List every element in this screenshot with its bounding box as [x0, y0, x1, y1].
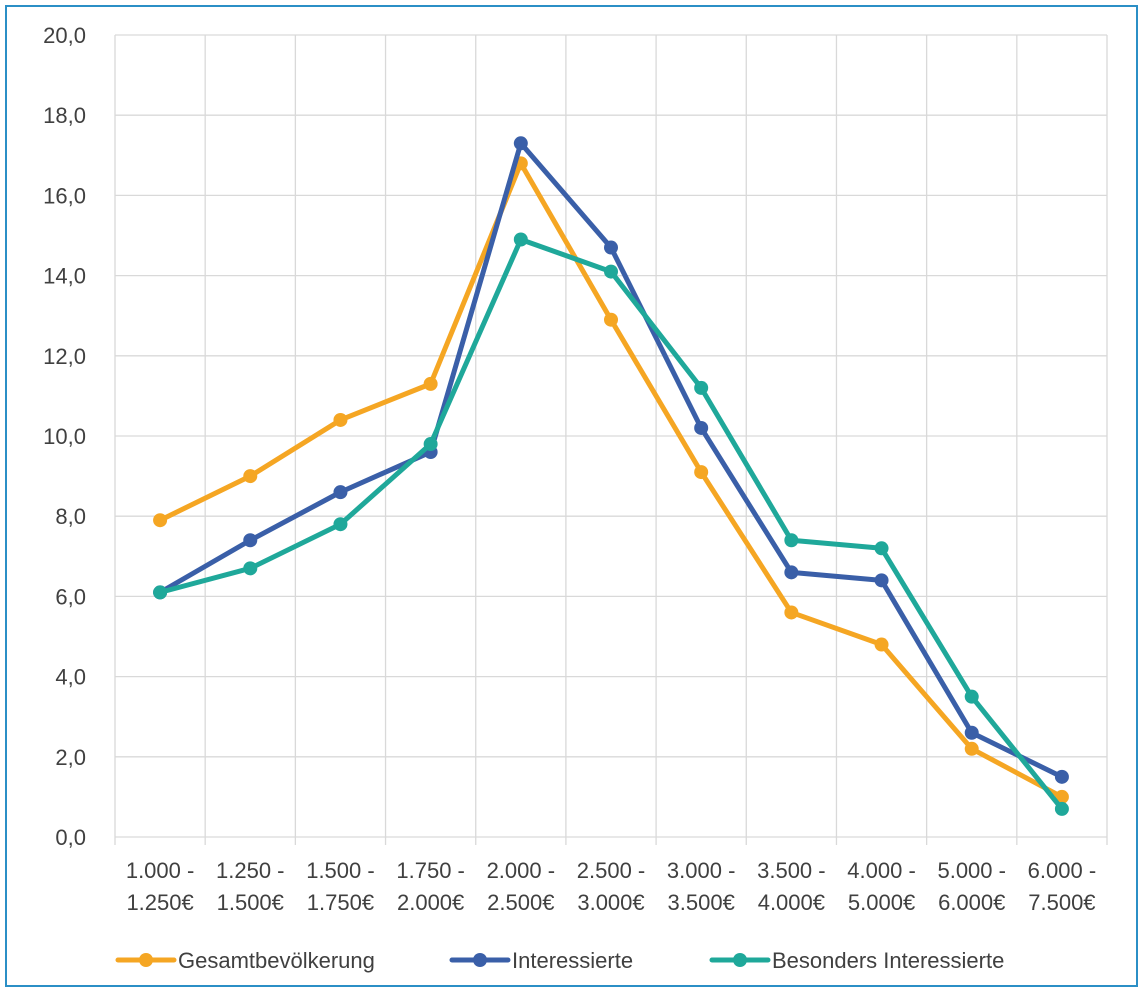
- data-point: [874, 541, 889, 556]
- data-point: [874, 573, 889, 588]
- x-tick-label: 3.000 -3.500€: [667, 858, 736, 915]
- data-point: [694, 380, 709, 395]
- x-tick-label: 4.000 -5.000€: [847, 858, 916, 915]
- grid-layer: [114, 34, 1108, 838]
- data-point: [243, 533, 258, 548]
- data-point: [1054, 769, 1069, 784]
- data-point: [964, 741, 979, 756]
- data-point: [243, 561, 258, 576]
- series-1: [153, 136, 1069, 784]
- data-point: [513, 136, 528, 151]
- y-tick-label: 4,0: [55, 665, 86, 690]
- data-point: [784, 565, 799, 580]
- legend-marker: [473, 953, 487, 967]
- axis-layer: 0,0 2,0 4,0 6,0 8,0 10,0 12,0 14,0 16,0 18,0 20,0 1…: [43, 23, 1108, 915]
- data-point: [153, 585, 168, 600]
- y-tick-label: 2,0: [55, 745, 86, 770]
- y-tick-label: 14,0: [43, 264, 86, 289]
- x-tick-label: 1.250 -1.500€: [216, 858, 285, 915]
- x-tick-label: 1.750 -2.000€: [396, 858, 465, 915]
- data-point: [333, 485, 348, 500]
- data-point: [513, 232, 528, 247]
- legend: Gesamtbevölkerung Interessierte Besonders …: [115, 948, 1004, 973]
- y-tick-label: 16,0: [43, 183, 86, 208]
- data-point: [694, 465, 709, 480]
- x-tick-label: 3.500 -4.000€: [757, 858, 826, 915]
- data-point: [153, 513, 168, 528]
- data-point: [604, 240, 618, 255]
- legend-label: Gesamtbevölkerung: [178, 948, 375, 973]
- data-point: [964, 725, 979, 740]
- data-point: [1054, 801, 1069, 816]
- data-point: [1054, 789, 1069, 804]
- data-point: [333, 517, 348, 532]
- x-tick-label: 1.500 -1.750€: [306, 858, 375, 915]
- series-layer: [153, 136, 1069, 816]
- data-point: [423, 376, 438, 391]
- data-point: [243, 469, 258, 484]
- chart-frame: [5, 5, 1138, 987]
- data-point: [604, 264, 618, 279]
- legend-marker: [139, 953, 153, 967]
- legend-label: Besonders Interessierte: [772, 948, 1004, 973]
- data-point: [964, 689, 979, 704]
- y-tick-label: 8,0: [55, 504, 86, 529]
- y-tick-label: 0,0: [55, 825, 86, 850]
- x-tick-label: 1.000 -1.250€: [126, 858, 195, 915]
- legend-label: Interessierte: [512, 948, 633, 973]
- legend-item: Gesamtbevölkerung: [115, 948, 375, 973]
- legend-item: Besonders Interessierte: [709, 948, 1004, 973]
- y-tick-label: 10,0: [43, 424, 86, 449]
- data-point: [333, 412, 348, 427]
- data-point: [694, 420, 709, 435]
- series-2: [153, 232, 1069, 816]
- data-point: [604, 312, 618, 327]
- y-tick-label: 6,0: [55, 584, 86, 609]
- x-tick-label: 2.500 -3.000€: [577, 858, 646, 915]
- legend-item: Interessierte: [449, 948, 633, 973]
- x-tick-label: 5.000 -6.000€: [937, 858, 1006, 915]
- x-tick-label: 6.000 -7.500€: [1028, 858, 1097, 915]
- data-point: [784, 533, 799, 548]
- data-point: [423, 437, 438, 452]
- x-tick-label: 2.000 -2.500€: [487, 858, 556, 915]
- data-point: [874, 637, 889, 652]
- legend-marker: [733, 953, 747, 967]
- y-tick-label: 12,0: [43, 344, 86, 369]
- y-tick-label: 18,0: [43, 103, 86, 128]
- data-point: [784, 605, 799, 620]
- series-0: [153, 156, 1069, 804]
- y-tick-label: 20,0: [43, 23, 86, 48]
